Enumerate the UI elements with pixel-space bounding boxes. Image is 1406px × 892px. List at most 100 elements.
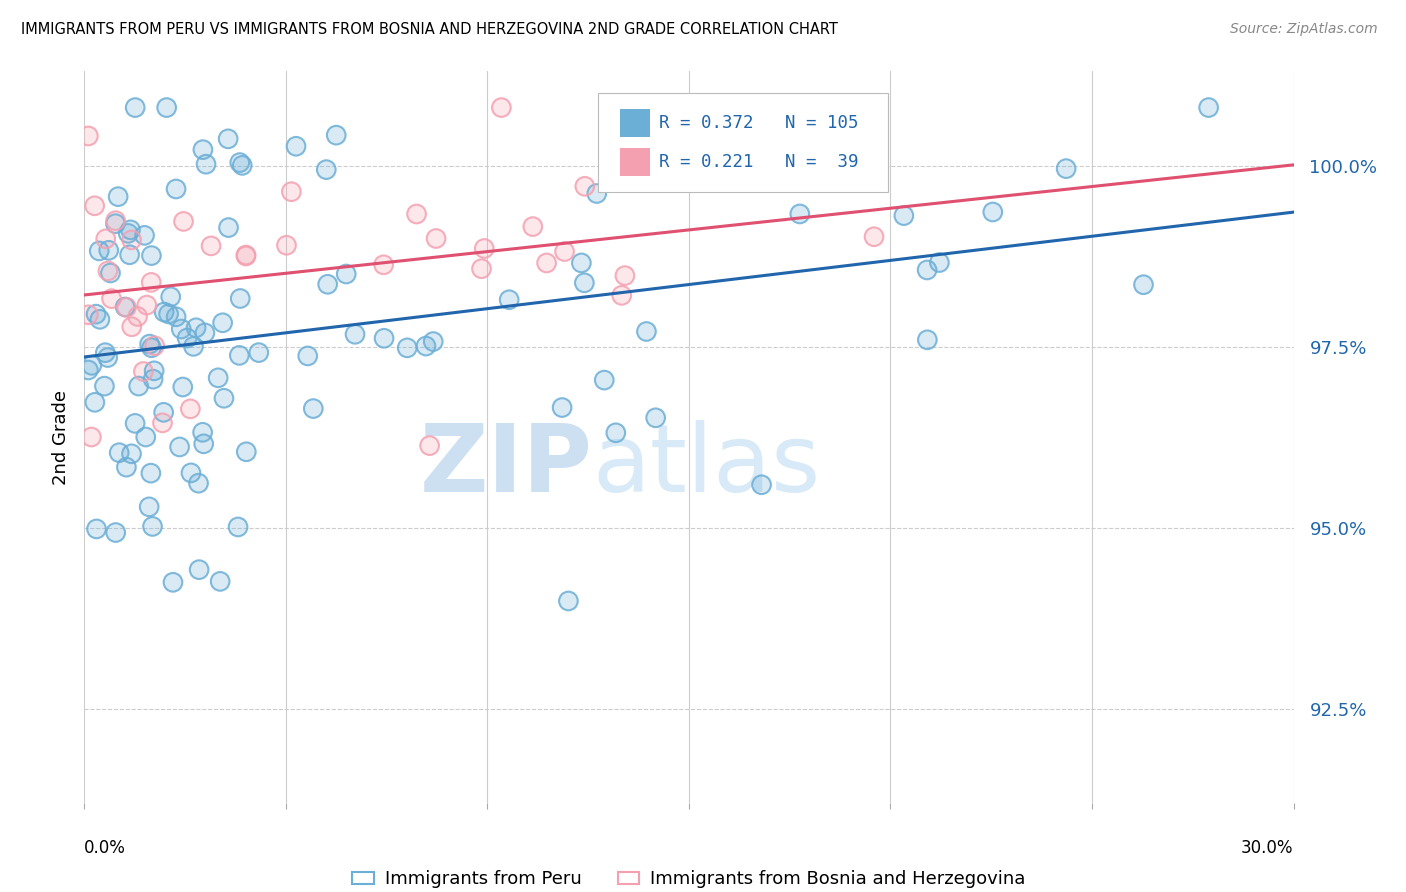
Point (415, 339, 437, 353)
Point (551, 401, 574, 415)
Point (285, 139, 308, 153)
Point (470, 261, 492, 276)
Point (613, 268, 636, 283)
Point (100, 266, 122, 280)
Point (156, 101, 179, 115)
Point (80, 359, 103, 373)
Point (325, 128, 347, 143)
Point (824, 116, 846, 130)
Point (574, 276, 596, 290)
Point (97, 244, 120, 258)
Point (138, 337, 160, 351)
Text: 0.0%: 0.0% (84, 839, 127, 857)
Point (276, 238, 298, 252)
Point (165, 182, 187, 196)
Point (97, 264, 120, 278)
Point (128, 379, 150, 393)
Point (415, 339, 437, 353)
Text: R = 0.221   N =  39: R = 0.221 N = 39 (659, 153, 858, 171)
Point (315, 162, 337, 177)
Point (179, 401, 201, 416)
Point (121, 233, 143, 247)
Point (644, 410, 666, 425)
Point (77, 308, 100, 322)
Point (396, 341, 419, 355)
Point (100, 292, 122, 306)
Point (134, 228, 156, 243)
Point (124, 417, 146, 431)
Point (571, 256, 593, 270)
Point (644, 176, 666, 190)
Point (217, 132, 239, 146)
Point (157, 307, 180, 321)
Point (94, 232, 117, 246)
Point (574, 179, 596, 194)
Point (135, 298, 157, 312)
Point (231, 158, 253, 172)
Point (280, 185, 302, 199)
Text: IMMIGRANTS FROM PERU VS IMMIGRANTS FROM BOSNIA AND HERZEGOVINA 2ND GRADE CORRELA: IMMIGRANTS FROM PERU VS IMMIGRANTS FROM … (21, 22, 838, 37)
Point (183, 339, 205, 353)
Point (235, 249, 257, 263)
Point (195, 157, 218, 171)
Point (917, 333, 939, 347)
Point (124, 101, 146, 115)
Point (152, 405, 174, 419)
Point (121, 233, 143, 247)
Point (121, 319, 143, 334)
Point (77, 363, 100, 377)
Point (211, 316, 233, 330)
Point (636, 325, 658, 339)
Point (77, 128, 100, 143)
Point (373, 331, 395, 345)
Point (325, 128, 347, 143)
Point (159, 290, 181, 304)
Point (610, 288, 633, 302)
Point (1198, 101, 1220, 115)
Point (585, 186, 607, 201)
Point (117, 227, 139, 241)
Point (422, 334, 444, 349)
Point (1132, 277, 1154, 292)
Point (152, 416, 174, 430)
Point (180, 466, 202, 480)
Point (165, 310, 187, 324)
Point (120, 223, 142, 237)
Point (593, 373, 616, 387)
Point (77, 128, 100, 143)
Point (115, 301, 138, 315)
Point (141, 519, 163, 533)
Point (191, 143, 214, 157)
Point (169, 440, 191, 454)
Point (153, 305, 176, 319)
Point (636, 325, 658, 339)
Point (557, 594, 579, 608)
Point (80, 430, 103, 444)
Point (170, 322, 193, 336)
Point (276, 238, 298, 252)
Point (218, 220, 240, 235)
Point (86, 522, 108, 536)
Point (769, 170, 792, 185)
Point (297, 349, 319, 363)
Point (554, 244, 576, 259)
Point (193, 437, 215, 451)
Point (143, 339, 166, 353)
Point (425, 231, 447, 245)
Point (593, 373, 616, 387)
Text: 30.0%: 30.0% (1241, 839, 1294, 857)
Text: ZIP: ZIP (419, 420, 592, 512)
Point (211, 316, 233, 330)
Point (97, 351, 120, 365)
Point (229, 292, 252, 306)
Text: atlas: atlas (592, 420, 821, 512)
Point (893, 209, 915, 223)
Point (94, 345, 117, 359)
Point (121, 319, 143, 334)
Point (316, 277, 339, 292)
Point (419, 439, 441, 453)
Point (285, 139, 308, 153)
Point (184, 320, 207, 334)
Point (863, 229, 886, 244)
Point (104, 213, 127, 227)
